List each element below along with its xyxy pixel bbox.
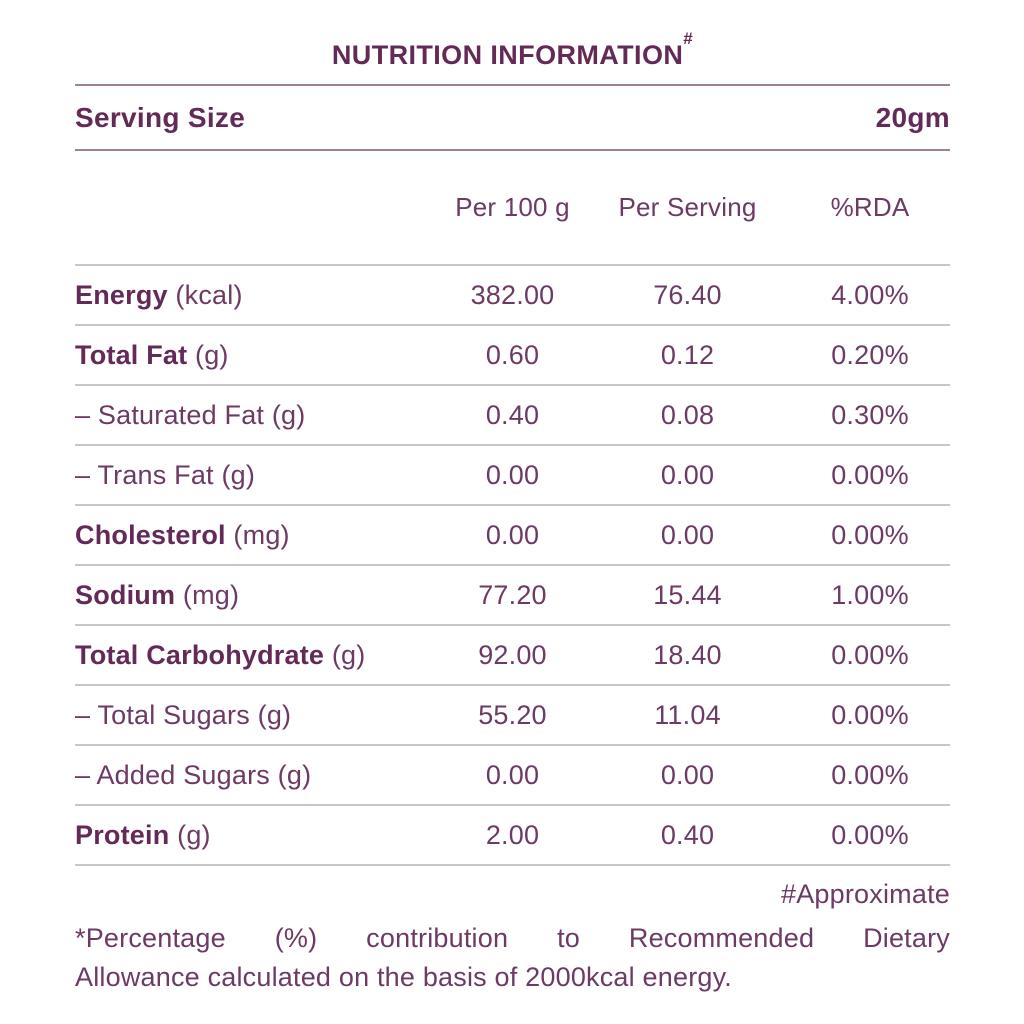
column-header-rda: %RDA [790,151,950,266]
serving-size-value: 20gm [875,102,950,133]
nutrient-name: Protein [75,819,170,850]
nutrient-label: Protein (g) [75,805,440,866]
per-100g-value: 92.00 [440,625,585,686]
nutrition-table: Per 100 g Per Serving %RDA Energy (kcal)… [75,151,950,866]
per-serving-value: 15.44 [585,565,790,626]
per-100g-value: 0.00 [440,745,585,806]
rda-value: 0.00% [790,805,950,866]
column-header-per-100g: Per 100 g [440,151,585,266]
nutrient-label: Energy (kcal) [75,265,440,326]
table-row: – Saturated Fat (g) 0.40 0.08 0.30% [75,385,950,446]
title-text: NUTRITION INFORMATION [331,40,684,70]
nutrient-unit: (mg) [175,579,240,610]
nutrient-prefix: – [75,759,97,790]
table-row: Protein (g) 2.00 0.40 0.00% [75,805,950,866]
nutrient-unit: (g) [324,639,366,670]
nutrient-prefix: – [75,399,98,430]
nutrient-name: Energy [75,279,168,310]
nutrient-unit: (g) [187,339,229,370]
rda-value: 0.00% [790,685,950,746]
table-row: Energy (kcal) 382.00 76.40 4.00% [75,265,950,326]
rda-value: 0.00% [790,625,950,686]
nutrient-label: – Trans Fat (g) [75,445,440,506]
nutrient-unit: (g) [213,459,256,490]
nutrient-label: Total Carbohydrate (g) [75,625,440,686]
nutrient-name: Trans Fat [97,459,214,490]
nutrient-name: Sodium [75,579,176,610]
nutrient-name: Total Fat [75,339,188,370]
divider-under-title [75,84,950,86]
nutrient-unit: (g) [169,819,211,850]
per-serving-value: 0.00 [585,505,790,566]
per-100g-value: 77.20 [440,565,585,626]
per-100g-value: 2.00 [440,805,585,866]
table-row: – Total Sugars (g) 55.20 11.04 0.00% [75,685,950,746]
per-100g-value: 382.00 [440,265,585,326]
per-serving-value: 0.00 [585,745,790,806]
nutrient-label: – Total Sugars (g) [75,685,440,746]
nutrient-prefix: – [75,459,98,490]
nutrition-rows: Energy (kcal) 382.00 76.40 4.00% Total F… [75,265,950,866]
table-row: Sodium (mg) 77.20 15.44 1.00% [75,565,950,626]
rda-value: 0.20% [790,325,950,386]
table-row: Cholesterol (mg) 0.00 0.00 0.00% [75,505,950,566]
nutrient-unit: (g) [249,699,292,730]
nutrient-name: Added Sugars [96,759,270,790]
nutrient-label: – Saturated Fat (g) [75,385,440,446]
per-100g-value: 0.60 [440,325,585,386]
rda-value: 0.30% [790,385,950,446]
nutrient-unit: (g) [269,759,312,790]
serving-size-row: Serving Size 20gm [75,86,950,149]
rda-footnote-line-2: Allowance calculated on the basis of 200… [75,962,733,992]
rda-value: 0.00% [790,445,950,506]
per-serving-value: 0.40 [585,805,790,866]
per-100g-value: 0.40 [440,385,585,446]
nutrient-unit: (g) [264,399,306,430]
divider-under-serving-size [75,149,950,151]
column-header-row: Per 100 g Per Serving %RDA [75,151,950,266]
approximate-note: #Approximate [781,879,950,909]
per-serving-value: 0.00 [585,445,790,506]
table-row: Total Carbohydrate (g) 92.00 18.40 0.00% [75,625,950,686]
rda-value: 0.00% [790,505,950,566]
per-serving-value: 76.40 [585,265,790,326]
nutrient-name: Saturated Fat [97,399,265,430]
page-title: NUTRITION INFORMATION# [75,0,950,71]
table-row: – Trans Fat (g) 0.00 0.00 0.00% [75,445,950,506]
per-serving-value: 0.08 [585,385,790,446]
rda-footnote: *Percentage (%) contribution to Recommen… [75,919,950,997]
nutrient-name: Cholesterol [75,519,226,550]
table-row: – Added Sugars (g) 0.00 0.00 0.00% [75,745,950,806]
serving-size-label: Serving Size [75,102,246,133]
column-header-per-serving: Per Serving [585,151,790,266]
nutrient-unit: (mg) [225,519,290,550]
per-serving-value: 11.04 [585,685,790,746]
rda-value: 1.00% [790,565,950,626]
per-serving-value: 18.40 [585,625,790,686]
per-100g-value: 0.00 [440,505,585,566]
nutrient-unit: (kcal) [167,279,243,310]
nutrient-name: Total Carbohydrate [75,639,325,670]
nutrient-name: Total Sugars [97,699,250,730]
per-100g-value: 55.20 [440,685,585,746]
column-header-empty [75,151,440,266]
rda-value: 4.00% [790,265,950,326]
title-superscript: # [683,29,694,48]
rda-value: 0.00% [790,745,950,806]
rda-footnote-line-1: *Percentage (%) contribution to Recommen… [75,923,950,953]
table-row: Total Fat (g) 0.60 0.12 0.20% [75,325,950,386]
per-100g-value: 0.00 [440,445,585,506]
nutrient-label: Total Fat (g) [75,325,440,386]
nutrient-label: – Added Sugars (g) [75,745,440,806]
per-serving-value: 0.12 [585,325,790,386]
nutrient-label: Sodium (mg) [75,565,440,626]
nutrient-prefix: – [75,699,98,730]
nutrient-label: Cholesterol (mg) [75,505,440,566]
